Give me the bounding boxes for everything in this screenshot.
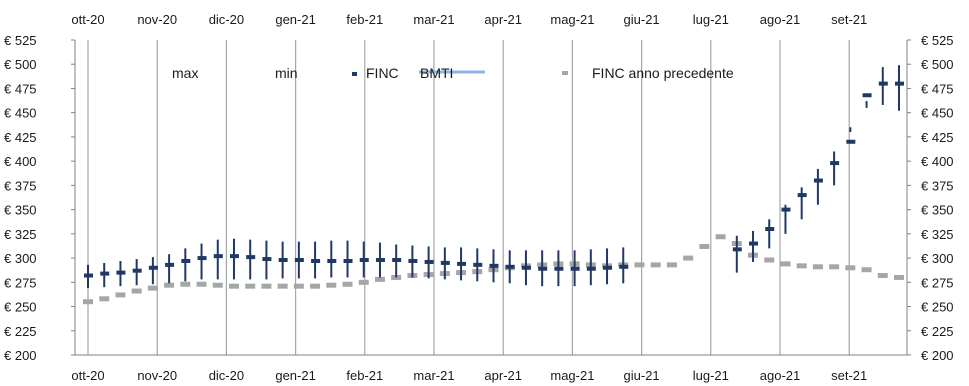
y-tick-label-right: € 525 — [921, 33, 954, 48]
y-tick-label-left: € 275 — [4, 275, 37, 290]
x-tick-labels-top: ott-20 nov-20 dic-20 gen-21 feb-21 mar-21 apr-… — [71, 12, 867, 27]
x-tick-label-top: nov-20 — [137, 12, 177, 27]
x-tick-label-top: lug-21 — [693, 12, 729, 27]
legend-label: BMTI — [420, 65, 453, 81]
x-tick-label-top: mar-21 — [413, 12, 454, 27]
x-tick-label-top: ott-20 — [71, 12, 104, 27]
legend-label: max — [172, 65, 198, 81]
x-tick-labels-bottom: ott-20 nov-20 dic-20 gen-21 feb-21 mar-21 apr-… — [71, 368, 867, 383]
y-tick-labels-right: € 200 € 225 € 250 € 275 € 300 € 325 € 350 € 375… — [921, 33, 954, 363]
x-tick-label-top: apr-21 — [484, 12, 522, 27]
y-tick-label-right: € 425 — [921, 130, 954, 145]
y-tick-label-left: € 525 — [4, 33, 37, 48]
y-tick-label-right: € 225 — [921, 324, 954, 339]
x-tick-label-bottom: lug-21 — [693, 368, 729, 383]
x-tick-label-top: ago-21 — [760, 12, 800, 27]
y-tick-label-left: € 475 — [4, 81, 37, 96]
y-tick-label-left: € 375 — [4, 178, 37, 193]
y-tick-label-right: € 300 — [921, 251, 954, 266]
x-tick-label-top: giu-21 — [624, 12, 660, 27]
axis-layer — [71, 39, 911, 356]
y-tick-label-left: € 300 — [4, 251, 37, 266]
y-tick-label-right: € 350 — [921, 203, 954, 218]
legend-label: min — [275, 65, 298, 81]
y-tick-label-right: € 450 — [921, 106, 954, 121]
y-tick-labels-left: € 200 € 225 € 250 € 275 € 300 € 325 € 350 € 375… — [4, 33, 37, 363]
y-tick-label-left: € 450 — [4, 106, 37, 121]
x-tick-label-top: set-21 — [831, 12, 867, 27]
x-tick-label-bottom: nov-20 — [137, 368, 177, 383]
x-tick-label-bottom: gen-21 — [275, 368, 315, 383]
legend: max min FINC BMTI FINC anno precedente — [172, 65, 734, 81]
y-tick-label-right: € 325 — [921, 227, 954, 242]
legend-label: FINC — [366, 65, 399, 81]
x-tick-label-top: feb-21 — [346, 12, 383, 27]
y-tick-label-left: € 425 — [4, 130, 37, 145]
y-tick-label-right: € 375 — [921, 178, 954, 193]
y-tick-label-left: € 500 — [4, 57, 37, 72]
y-tick-label-right: € 200 — [921, 348, 954, 363]
x-tick-label-top: dic-20 — [209, 12, 244, 27]
x-tick-label-bottom: mag-21 — [550, 368, 594, 383]
x-tick-label-bottom: apr-21 — [484, 368, 522, 383]
y-tick-label-left: € 400 — [4, 154, 37, 169]
x-tick-label-bottom: mar-21 — [413, 368, 454, 383]
legend-label: FINC anno precedente — [592, 65, 734, 81]
finc-series — [84, 81, 904, 278]
y-tick-label-left: € 250 — [4, 300, 37, 315]
x-tick-label-bottom: dic-20 — [209, 368, 244, 383]
x-tick-label-bottom: set-21 — [831, 368, 867, 383]
y-tick-label-right: € 475 — [921, 81, 954, 96]
y-tick-label-right: € 400 — [921, 154, 954, 169]
y-tick-label-left: € 200 — [4, 348, 37, 363]
grid-layer — [87, 40, 850, 355]
x-tick-label-bottom: ott-20 — [71, 368, 104, 383]
y-tick-label-left: € 225 — [4, 324, 37, 339]
y-tick-label-right: € 250 — [921, 300, 954, 315]
x-tick-label-bottom: feb-21 — [346, 368, 383, 383]
y-tick-label-left: € 325 — [4, 227, 37, 242]
y-tick-label-right: € 500 — [921, 57, 954, 72]
y-tick-label-right: € 275 — [921, 275, 954, 290]
x-tick-label-bottom: ago-21 — [760, 368, 800, 383]
x-tick-label-top: gen-21 — [275, 12, 315, 27]
x-tick-label-top: mag-21 — [550, 12, 594, 27]
y-tick-label-left: € 350 — [4, 203, 37, 218]
finc-range-series — [87, 65, 900, 289]
x-tick-label-bottom: giu-21 — [624, 368, 660, 383]
